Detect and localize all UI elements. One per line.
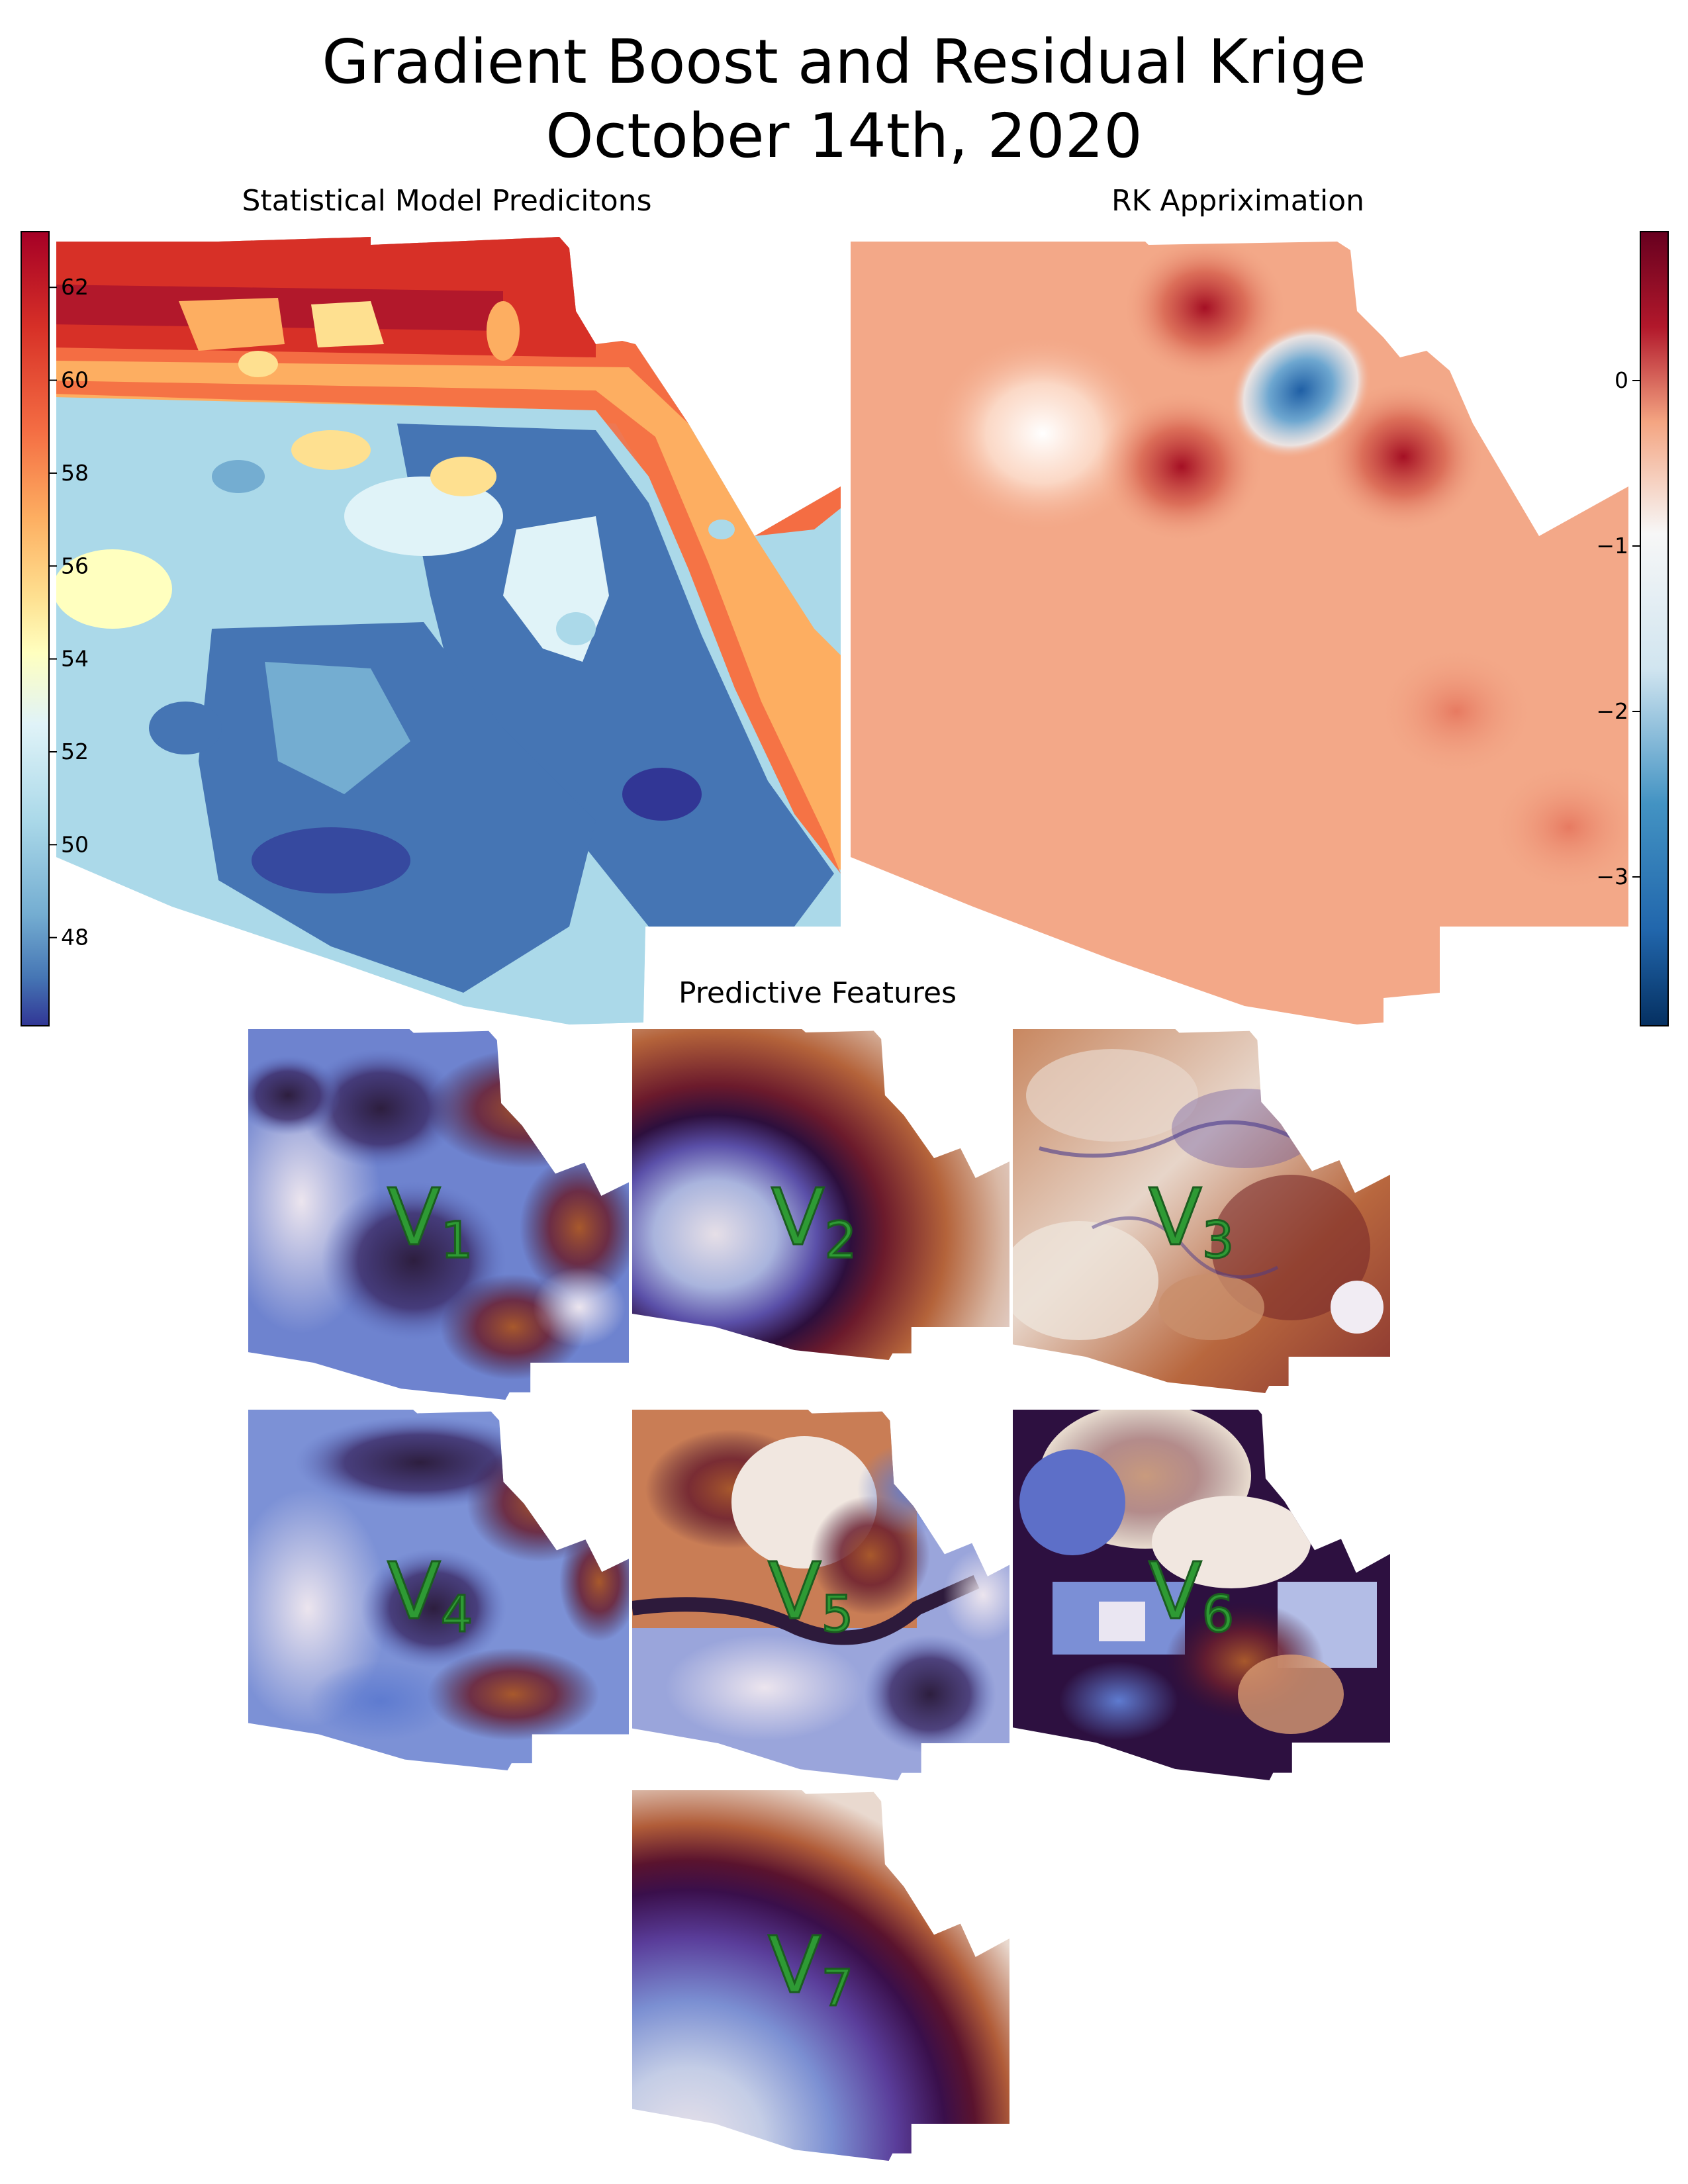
colorbar-tick-label: 50 [61, 831, 89, 857]
colorbar-tick-label: −2 [1596, 698, 1628, 724]
feature-map-v6 [1013, 1410, 1390, 1780]
features-panel-title: Predictive Features [678, 976, 957, 1010]
left-colorbar-ticks: 62 60 58 56 54 52 50 48 [49, 274, 89, 950]
colorbar-tick-label: 56 [61, 553, 89, 578]
title-line-1: Gradient Boost and Residual Krige [322, 26, 1366, 97]
left-panel-title: Statistical Model Predicitons [242, 184, 652, 218]
left-colorbar [21, 231, 50, 1026]
right-colorbar-ticks: 0 −1 −2 −3 [1596, 367, 1640, 889]
feature-label-v3: V3 [1149, 1171, 1234, 1269]
colorbar-tick-label: 48 [61, 925, 89, 950]
colorbar-tick-label: −3 [1596, 864, 1628, 889]
colorbar-tick-label: 0 [1615, 367, 1628, 393]
right-colorbar [1640, 231, 1669, 1026]
colorbar-tick-label: 58 [61, 460, 89, 486]
right-map [851, 242, 1628, 1024]
feature-label-v6: V6 [1149, 1545, 1234, 1643]
right-panel-title: RK Appriximation [1111, 184, 1365, 218]
feature-labels: V1 V2 V3 V4 V5 V6 V7 [387, 1171, 1235, 2019]
colorbar-tick-label: 52 [61, 739, 89, 764]
feature-label-v2: V2 [771, 1171, 857, 1269]
left-map [56, 237, 841, 1024]
feature-label-v7: V7 [768, 1919, 853, 2017]
colorbar-tick-label: 54 [61, 646, 89, 672]
colorbar-tick-label: −1 [1596, 533, 1628, 559]
feature-label-v1: V1 [387, 1171, 473, 1269]
feature-map-v3 [1013, 1029, 1390, 1393]
title-line-2: October 14th, 2020 [545, 101, 1143, 171]
feature-map-v5 [632, 1410, 1009, 1780]
figure-title: Gradient Boost and Residual Krige Octobe… [0, 25, 1688, 173]
feature-label-v4: V4 [387, 1545, 473, 1643]
colorbar-tick-label: 62 [61, 274, 89, 300]
feature-label-v5: V5 [768, 1545, 853, 1643]
colorbar-tick-label: 60 [61, 367, 89, 393]
